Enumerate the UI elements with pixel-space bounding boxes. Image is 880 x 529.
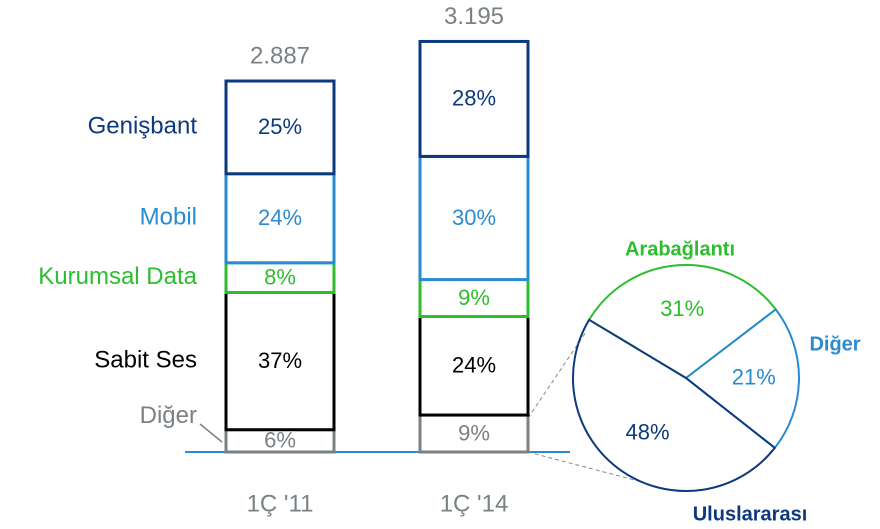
pie-slice xyxy=(572,318,776,492)
connector xyxy=(199,423,223,443)
slice-name: Arabağlantı xyxy=(625,238,735,260)
legend-label: Genişbant xyxy=(88,113,198,140)
value-label: 28% xyxy=(452,86,496,111)
value-label: 8% xyxy=(264,264,296,289)
value-label: 31% xyxy=(660,296,704,321)
legend-label: Kurumsal Data xyxy=(38,263,197,290)
value-label: 48% xyxy=(625,420,669,445)
pie-slice xyxy=(588,264,777,379)
value-label: 37% xyxy=(258,348,302,373)
bar-segment xyxy=(224,261,336,294)
total-label: 3.195 xyxy=(444,3,504,30)
value-label: 9% xyxy=(458,420,490,445)
legend-label: Sabit Ses xyxy=(94,346,197,373)
value-label: 24% xyxy=(452,353,496,378)
value-label: 21% xyxy=(732,364,776,389)
slice-name: Uluslararası xyxy=(693,503,808,525)
connector xyxy=(527,451,643,483)
legend-label: Mobil xyxy=(140,204,197,231)
value-label: 6% xyxy=(264,428,296,453)
bar-segment xyxy=(224,290,336,432)
x-tick-label: 1Ç '11 xyxy=(247,490,314,517)
bar-segment xyxy=(224,79,336,176)
value-label: 25% xyxy=(258,114,302,139)
bar-segment xyxy=(418,39,530,158)
value-label: 9% xyxy=(458,285,490,310)
connector xyxy=(527,331,587,419)
value-label: 30% xyxy=(452,205,496,230)
slice-name: Diğer xyxy=(809,333,860,355)
value-label: 24% xyxy=(258,205,302,230)
legend-label: Diğer xyxy=(140,402,197,429)
total-label: 2.887 xyxy=(250,42,310,69)
pie-slice xyxy=(685,308,800,449)
bar-segment xyxy=(418,154,530,282)
x-tick-label: 1Ç '14 xyxy=(440,490,509,517)
